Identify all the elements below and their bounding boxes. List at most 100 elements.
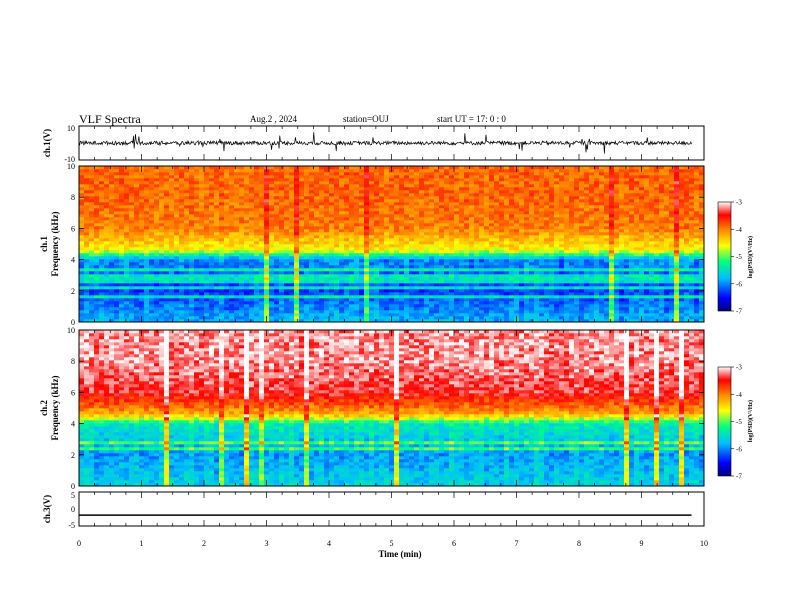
spectrogram-cell [479,202,485,206]
spectrogram-cell [509,292,515,296]
spectrogram-cell [654,250,660,254]
spectrogram-cell [594,274,600,278]
spectrogram-cell [309,316,315,320]
spectrogram-cell [384,259,390,263]
spectrogram-cell [614,253,620,257]
spectrogram-cell [284,292,290,296]
spectrogram-cell [459,211,465,215]
spectrogram-cell [389,208,395,212]
spectrogram-cell [569,217,575,221]
spectrogram-cell [144,208,150,212]
spectrogram-cell [584,283,590,287]
spectrogram-cell [659,247,665,251]
spectrogram-cell [264,214,270,218]
spectrogram-cell [549,271,555,275]
spectrogram-cell [314,250,320,254]
spectrogram-cell [214,223,220,227]
spectrogram-cell [414,235,420,239]
spectrogram-cell [359,250,365,254]
spectrogram-cell [184,265,190,269]
spectrogram-cell [239,241,245,245]
spectrogram-cell [414,250,420,254]
spectrogram-cell [659,226,665,230]
spectrogram-cell [229,244,235,248]
spectrogram-cell [209,319,215,323]
spectrogram-cell [349,229,355,233]
spectrogram-cell [164,307,170,311]
spectrogram-cell [469,277,475,281]
spectrogram-cell [369,316,375,320]
spectrogram-cell [84,271,90,275]
spectrogram-cell [699,301,705,305]
spectrogram-cell [439,244,445,248]
spectrogram-cell [564,274,570,278]
spectrogram-cell [634,244,640,248]
spectrogram-cell [184,274,190,278]
spectrogram-cell [329,205,335,209]
spectrogram-cell [409,244,415,248]
spectrogram-cell [139,298,145,302]
spectrogram-cell [134,235,140,239]
spectrogram-cell [149,253,155,257]
spectrogram-cell [259,223,265,227]
spectrogram-cell [599,202,605,206]
spectrogram-cell [254,235,260,239]
spectrogram-cell [554,265,560,269]
spectrogram-cell [434,223,440,227]
spectrogram-cell [134,229,140,233]
spectrogram-cell [364,319,370,323]
spectrogram-cell [554,289,560,293]
spectrogram-cell [169,241,175,245]
spectrogram-cell [539,310,545,314]
spectrogram-cell [674,256,680,260]
spectrogram-cell [434,262,440,266]
spectrogram-cell [304,289,310,293]
spectrogram-cell [699,205,705,209]
spectrogram-cell [444,316,450,320]
spectrogram-cell [154,298,160,302]
spectrogram-cell [694,232,700,236]
spectrogram-cell [694,235,700,239]
spectrogram-cell [374,271,380,275]
spectrogram-cell [579,250,585,254]
spectrogram-cell [529,259,535,263]
spectrogram-cell [694,238,700,242]
spectrogram-cell [169,220,175,224]
spectrogram-cell [559,226,565,230]
spectrogram-cell [384,202,390,206]
spectrogram-cell [419,301,425,305]
spectrogram-cell [319,241,325,245]
spectrogram-cell [534,214,540,218]
spectrogram-cell [79,277,85,281]
spectrogram-cell [269,289,275,293]
spectrogram-cell [274,247,280,251]
spectrogram-cell [304,244,310,248]
spectrogram-cell [194,211,200,215]
spectrogram-cell [349,313,355,317]
spectrogram-cell [419,205,425,209]
spectrogram-cell [239,214,245,218]
spectrogram-cell [229,202,235,206]
spectrogram-cell [614,271,620,275]
spectrogram-cell [194,274,200,278]
spectrogram-cell [354,313,360,317]
spectrogram-cell [369,250,375,254]
spectrogram-cell [684,277,690,281]
spectrogram-cell [559,271,565,275]
spectrogram-cell [654,214,660,218]
spectrogram-cell [249,295,255,299]
spectrogram-cell [499,253,505,257]
spectrogram-cell [149,214,155,218]
spectrogram-cell [534,256,540,260]
spectrogram-cell [184,301,190,305]
spectrogram-cell [444,274,450,278]
spectrogram-cell [539,244,545,248]
spectrogram-cell [549,235,555,239]
spectrogram-cell [689,223,695,227]
spectrogram-cell [99,304,105,308]
spectrogram-cell [239,265,245,269]
spectrogram-cell [389,277,395,281]
spectrogram-cell [569,313,575,317]
spectrogram-cell [309,208,315,212]
spectrogram-cell [204,202,210,206]
